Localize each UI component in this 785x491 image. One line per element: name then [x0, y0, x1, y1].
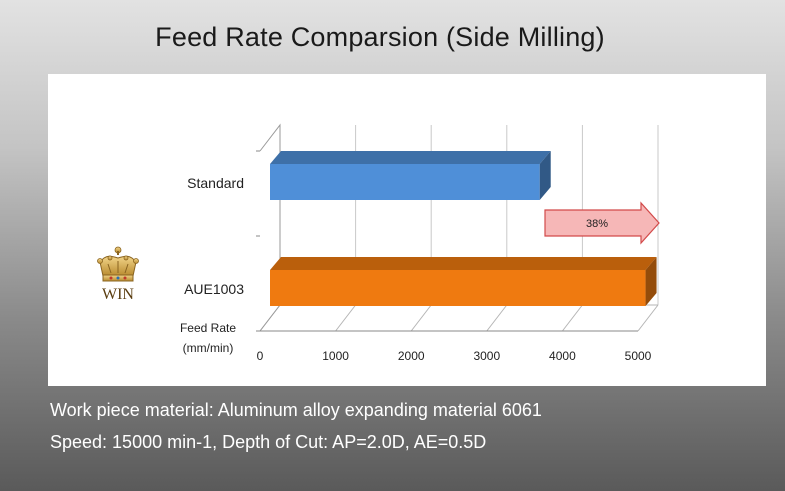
x-tick-label: 1000 [322, 349, 349, 363]
floor-gridline [486, 304, 508, 332]
win-label: WIN [102, 286, 134, 303]
chart-panel: Standard AUE1003 0 1000 2000 3000 4000 5000 Feed… [48, 74, 766, 386]
x-tick-label: 2000 [398, 349, 425, 363]
floor-gridline [562, 304, 583, 332]
page-title: Feed Rate Comparsion (Side Milling) [155, 22, 605, 52]
increase-label: 38% [586, 218, 608, 230]
x-axis-label: Feed Rate [180, 321, 236, 335]
floor-gridline [410, 304, 432, 332]
bar-AUE1003 [270, 270, 646, 306]
floor-gridline [335, 304, 356, 332]
bar-side-AUE1003 [645, 257, 657, 306]
left-wall [259, 123, 281, 332]
x-tick-label: 4000 [549, 349, 576, 363]
footer-cutting-conditions: Speed: 15000 min-1, Depth of Cut: AP=2.0… [50, 432, 487, 452]
bar-side-Standard [539, 151, 551, 200]
x-axis-label: (mm/min) [183, 341, 234, 355]
x-tick-label: 3000 [473, 349, 500, 363]
x-tick-label: 0 [257, 349, 264, 363]
footer-material: Work piece material: Aluminum alloy expa… [50, 400, 542, 420]
crown-icon: WIN [96, 246, 140, 306]
bar-top-Standard [270, 151, 551, 164]
x-tick-label: 5000 [625, 349, 652, 363]
category-label: Standard [187, 175, 244, 191]
floor-gridline [637, 304, 659, 332]
bar-top-AUE1003 [270, 257, 657, 270]
increase-arrow [544, 201, 660, 245]
category-label: AUE1003 [184, 281, 244, 297]
feed-rate-chart: Standard AUE1003 0 1000 2000 3000 4000 5000 Feed… [180, 123, 660, 363]
bar-Standard [270, 164, 540, 200]
